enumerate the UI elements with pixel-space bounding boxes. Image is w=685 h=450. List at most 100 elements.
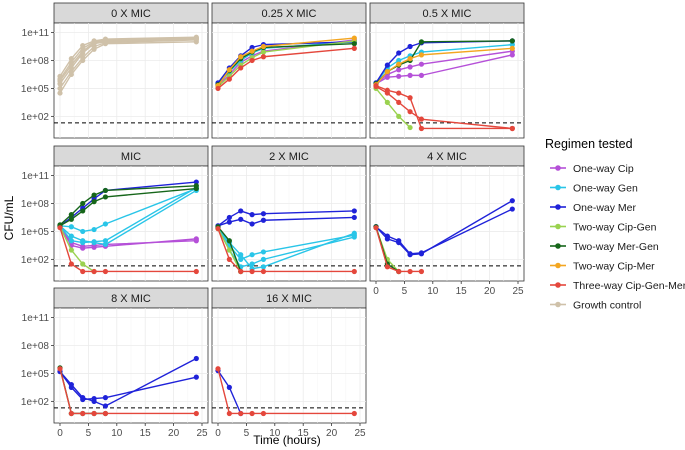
data-point [260, 264, 267, 270]
x-tick-label: 15 [456, 286, 468, 297]
panel-2-x-mic: 2 X MIC [211, 145, 367, 282]
legend-label: Two-way Cip-Mer [573, 261, 655, 273]
data-point [351, 214, 357, 221]
legend-label: Three-way Cip-Gen-Mer [573, 280, 685, 292]
data-point [102, 38, 109, 44]
series-line [59, 36, 197, 77]
data-point [91, 199, 97, 205]
series-growth-control [57, 36, 199, 84]
data-point [351, 230, 357, 236]
y-tick-label: 1e+02 [21, 112, 50, 123]
data-point [260, 249, 267, 255]
data-point [91, 239, 97, 245]
series-three-way-cip-gen-mer [57, 366, 199, 417]
panels-layer: 0 X MIC 1e+02 1e+05 1e+08 1e+11 0.25 X MIC 0.5… [21, 2, 525, 439]
data-point [396, 113, 402, 119]
data-point [226, 238, 232, 244]
series-two-way-cip-mer [215, 35, 357, 89]
data-point [68, 261, 74, 267]
data-point [509, 52, 515, 58]
data-point [193, 36, 199, 42]
data-point [193, 185, 199, 192]
data-point [396, 57, 402, 64]
series-one-way-mer [57, 368, 199, 403]
data-point [249, 410, 255, 417]
data-point [80, 228, 86, 235]
data-point [80, 200, 86, 207]
y-tick-label: 1e+08 [21, 56, 50, 67]
legend-key-point [555, 184, 561, 191]
x-axis-label: Time (hours) [253, 433, 321, 447]
data-point [102, 241, 109, 248]
data-point [102, 194, 109, 200]
legend-label: Growth control [573, 300, 641, 312]
legend-key-point [555, 223, 561, 230]
legend-item-one-way-gen: One-way Gen [550, 183, 638, 195]
data-point [418, 125, 425, 132]
data-point [260, 211, 267, 217]
y-tick-label: 1e+08 [21, 199, 50, 210]
data-point [68, 247, 74, 253]
data-point [102, 395, 109, 401]
data-point [418, 52, 425, 58]
x-tick-label: 25 [512, 286, 524, 297]
legend-item-growth-control: Growth control [550, 300, 641, 312]
data-point [215, 85, 221, 92]
panel-4-x-mic: 4 X MIC 0 5 10 15 20 25 [369, 145, 525, 297]
data-point [260, 217, 267, 223]
series-line [59, 226, 95, 273]
series-three-way-cip-gen-mer [373, 225, 425, 275]
data-point [509, 42, 515, 48]
data-point [407, 124, 413, 131]
data-point [509, 38, 515, 44]
data-point [407, 251, 413, 257]
data-point [238, 256, 244, 262]
x-tick-label: 10 [269, 428, 281, 439]
data-point [68, 224, 74, 230]
data-point [68, 56, 74, 62]
y-tick-label: 1e+08 [21, 341, 50, 352]
series-two-way-mer-gen [57, 185, 199, 229]
y-axis-label: CFU/mL [2, 195, 16, 240]
x-tick-label: 5 [402, 286, 408, 297]
series-line [375, 40, 513, 84]
y-tick-label: 1e+05 [21, 84, 50, 95]
data-point [418, 72, 425, 78]
legend-label: Two-way Cip-Gen [573, 222, 657, 234]
data-point [91, 192, 97, 198]
x-tick-label: 0 [373, 286, 379, 297]
data-point [57, 366, 63, 372]
legend-key-point [555, 282, 561, 288]
series-line [59, 38, 197, 82]
legend-item-three-way-cip-gen-mer: Three-way Cip-Gen-Mer [550, 280, 685, 292]
panel-title: MIC [121, 151, 141, 163]
data-point [68, 212, 74, 218]
data-point [238, 410, 244, 417]
data-point [238, 268, 244, 275]
x-tick-label: 0 [215, 428, 221, 439]
data-point [226, 256, 232, 262]
series-line [59, 227, 197, 273]
legend-item-two-way-cip-gen: Two-way Cip-Gen [550, 222, 657, 234]
data-point [238, 252, 244, 258]
legend-item-one-way-mer: One-way Mer [550, 202, 637, 214]
data-point [68, 233, 74, 239]
data-point [80, 55, 86, 61]
panel-title: 8 X MIC [111, 293, 151, 305]
legend-label: One-way Cip [573, 163, 634, 175]
series-line [59, 38, 197, 85]
data-point [509, 206, 515, 212]
data-point [57, 90, 63, 96]
series-line [217, 37, 355, 87]
y-tick-label: 1e+11 [22, 171, 50, 182]
legend-title: Regimen tested [545, 137, 633, 151]
data-point [68, 384, 74, 390]
data-point [226, 219, 232, 225]
data-point [418, 39, 425, 45]
data-point [193, 268, 199, 275]
data-point [260, 54, 267, 60]
x-tick-label: 5 [244, 428, 250, 439]
legend-label: Two-way Mer-Gen [573, 241, 659, 253]
data-point [396, 238, 402, 244]
